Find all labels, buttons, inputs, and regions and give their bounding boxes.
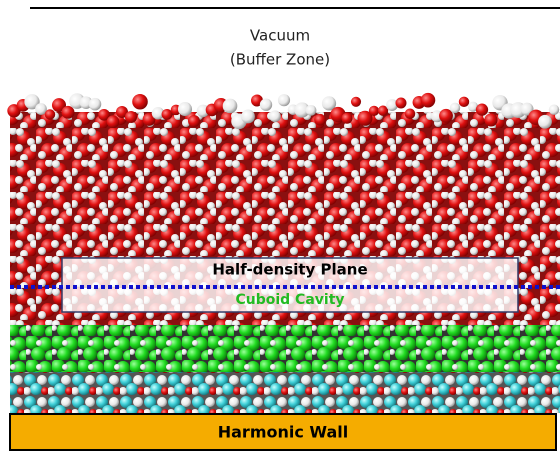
cyan-layer [10, 372, 560, 413]
water-molecule [314, 114, 326, 126]
half-density-label: Half-density Plane [212, 261, 367, 279]
water-molecule [188, 115, 200, 127]
water-molecule [306, 105, 317, 116]
water-molecule [89, 98, 102, 111]
water-molecule [178, 102, 192, 116]
water-molecule [484, 113, 497, 126]
vacuum-label: Vacuum [250, 27, 310, 45]
water-molecule [241, 110, 255, 124]
water-molecule [341, 113, 352, 124]
diagram: Vacuum (Buffer Zone) Half-density Plane … [0, 0, 560, 455]
water-molecule [396, 98, 407, 109]
water-molecule [107, 115, 120, 128]
water-molecule [62, 106, 75, 119]
cuboid-cavity-label: Cuboid Cavity [235, 292, 344, 308]
water-molecule [260, 99, 272, 111]
water-molecule [45, 109, 55, 119]
water-molecule [476, 104, 488, 116]
water-molecule [538, 115, 552, 129]
water-molecule [450, 103, 460, 113]
green-layer [10, 325, 560, 377]
water-molecule [351, 97, 361, 107]
harmonic-wall-label: Harmonic Wall [218, 423, 349, 442]
water-molecule [459, 97, 469, 107]
water-molecule [549, 104, 559, 114]
water-molecule [421, 93, 436, 108]
water-molecule [369, 106, 379, 116]
water-molecule [132, 94, 148, 110]
water-molecule [269, 110, 281, 122]
water-molecule [405, 108, 416, 119]
water-molecule [125, 111, 137, 123]
water-molecule [278, 94, 290, 106]
water-molecule [223, 99, 238, 114]
buffer-zone-label: (Buffer Zone) [230, 51, 330, 69]
